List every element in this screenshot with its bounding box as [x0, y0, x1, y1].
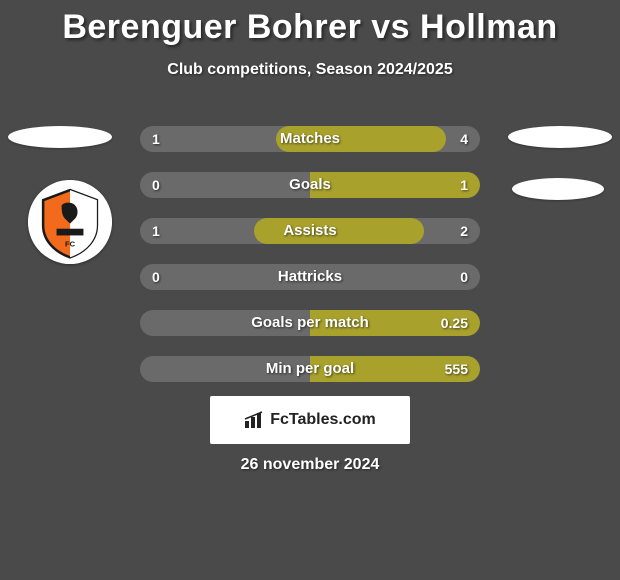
stat-value-left: 0	[152, 172, 160, 198]
player-ellipse-0	[8, 126, 112, 148]
stat-fill-right	[310, 126, 446, 152]
stat-fill-left	[276, 126, 310, 152]
stat-row-min-per-goal: 555Min per goal	[140, 356, 480, 382]
stat-fill-right	[310, 310, 480, 336]
stat-row-hattricks: 0 0Hattricks	[140, 264, 480, 290]
stat-row-matches: 14Matches	[140, 126, 480, 152]
date-label: 26 november 2024	[0, 456, 620, 474]
player-left-crest: FC	[28, 180, 112, 264]
stat-row-goals: 01Goals	[140, 172, 480, 198]
stat-bars: 14Matches01Goals12Assists00Hattricks0.25…	[140, 126, 480, 402]
stat-label: Hattricks	[140, 264, 480, 290]
stat-fill-left	[254, 218, 310, 244]
bars-icon	[244, 411, 264, 429]
source-label: FcTables.com	[270, 411, 376, 429]
page-title: Berenguer Bohrer vs Hollman	[0, 0, 620, 47]
stat-fill-right	[310, 172, 480, 198]
player-ellipse-1	[508, 126, 612, 148]
subtitle: Club competitions, Season 2024/2025	[0, 61, 620, 79]
stat-fill-right	[310, 218, 424, 244]
svg-text:FC: FC	[65, 239, 76, 248]
player-ellipse-2	[512, 178, 604, 200]
club-crest-icon: FC	[28, 180, 112, 264]
stat-fill-right	[310, 356, 480, 382]
stat-value-right: 4	[460, 126, 468, 152]
source-badge: FcTables.com	[210, 396, 410, 444]
stat-row-assists: 12Assists	[140, 218, 480, 244]
stat-value-left: 1	[152, 126, 160, 152]
stat-value-right: 0	[460, 264, 468, 290]
stat-value-right: 2	[460, 218, 468, 244]
stat-value-left: 0	[152, 264, 160, 290]
stat-value-left: 1	[152, 218, 160, 244]
stat-row-goals-per-match: 0.25Goals per match	[140, 310, 480, 336]
